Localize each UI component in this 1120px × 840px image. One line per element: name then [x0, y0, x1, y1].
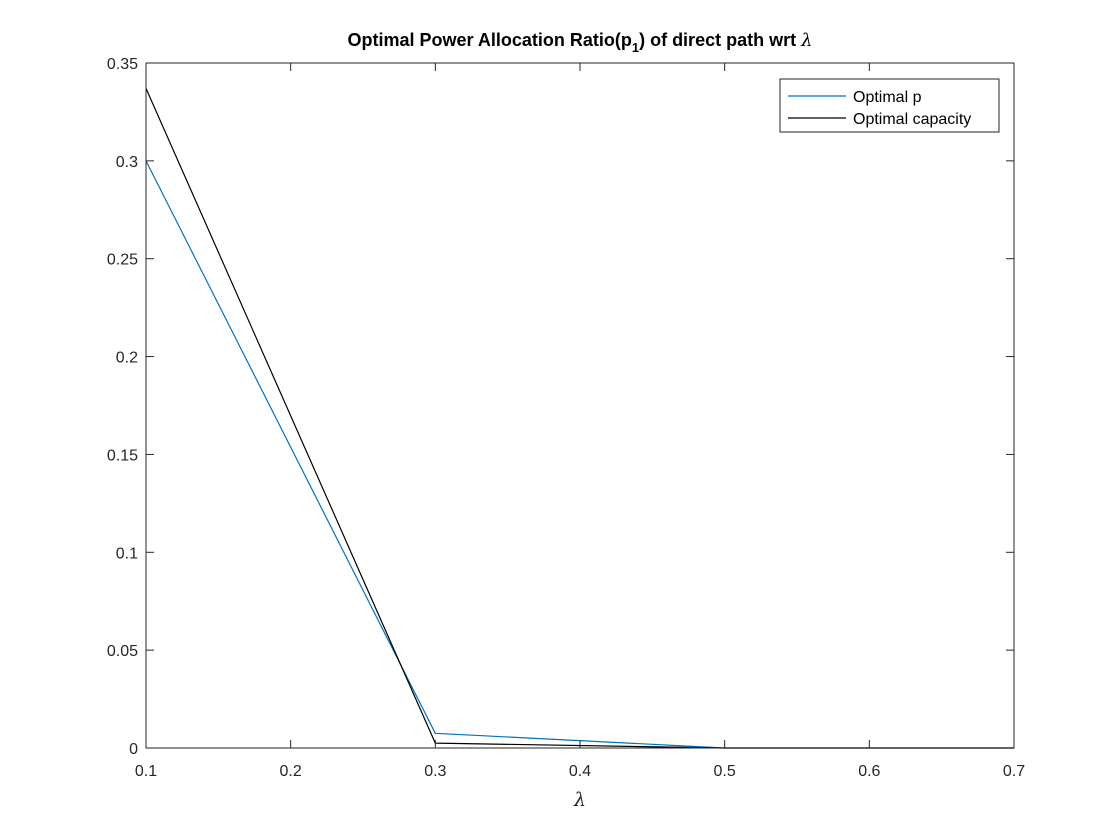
chart-title: Optimal Power Allocation Ratio(p1) of di… [347, 30, 812, 55]
x-tick-label: 0.6 [858, 763, 880, 780]
y-tick-label: 0.35 [107, 56, 138, 73]
y-tick-label: 0.2 [116, 350, 138, 367]
x-tick-label: 0.5 [714, 763, 736, 780]
legend: Optimal p Optimal capacity [779, 78, 1000, 133]
chart-title-prefix: Optimal Power Allocation Ratio(p [347, 30, 631, 50]
x-tick-label: 0.2 [280, 763, 302, 780]
x-tick-label: 0.1 [135, 763, 157, 780]
x-axis-label: λ [573, 789, 586, 811]
legend-label: Optimal p [853, 89, 922, 106]
chart-title-symbol: λ [800, 30, 812, 51]
y-axis: 0 0.05 0.1 0.15 0.2 0.25 0.3 0.35 [107, 56, 1014, 758]
y-tick-label: 0.25 [107, 252, 138, 269]
chart-title-subscript: 1 [632, 40, 639, 55]
x-tick-label: 0.7 [1003, 763, 1025, 780]
y-tick-label: 0.3 [116, 154, 138, 171]
x-tick-label: 0.4 [569, 763, 591, 780]
y-tick-label: 0.1 [116, 545, 138, 562]
legend-box [779, 78, 1000, 133]
y-tick-label: 0 [129, 741, 138, 758]
legend-label: Optimal capacity [853, 111, 971, 128]
x-tick-label: 0.3 [424, 763, 446, 780]
x-axis: 0.1 0.2 0.3 0.4 0.5 0.6 0.7 [135, 63, 1025, 780]
y-tick-label: 0.15 [107, 447, 138, 464]
y-tick-label: 0.05 [107, 643, 138, 660]
plot-area [146, 63, 1014, 748]
chart-title-suffix: ) of direct path wrt [639, 30, 801, 50]
